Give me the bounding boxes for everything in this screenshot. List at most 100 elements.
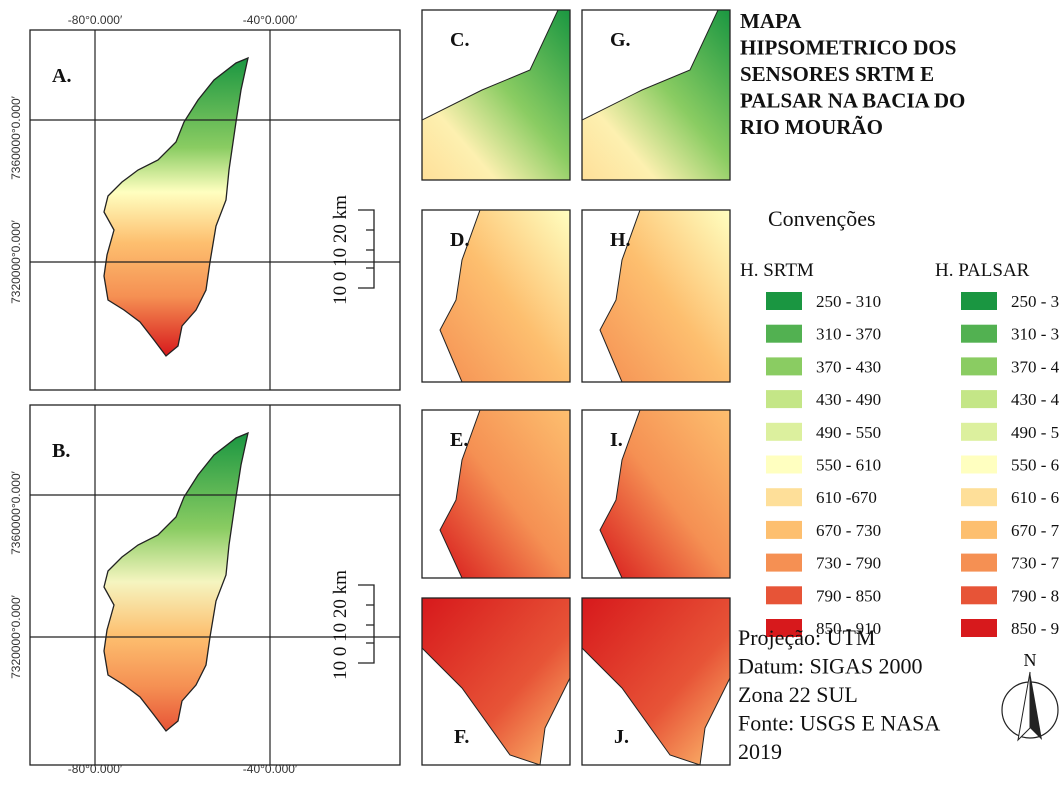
note: Zona 22 SUL	[738, 682, 858, 707]
legend-swatch	[961, 455, 997, 474]
note: Datum: SIGAS 2000	[738, 654, 923, 679]
legend-label: 670 - 730	[816, 521, 881, 540]
frame	[421, 209, 571, 383]
legend-swatch	[961, 357, 997, 376]
scale-bar	[358, 209, 375, 289]
inset-label: C.	[450, 29, 469, 51]
panel-label: B.	[52, 440, 70, 462]
legend-swatch	[961, 586, 997, 605]
grid-y-label: 7320000°0.000′	[9, 219, 23, 304]
inset-label: D.	[450, 229, 469, 251]
legend-swatch	[766, 488, 802, 507]
scale-label: 10 0 10 20 km	[330, 570, 351, 680]
note: 2019	[738, 739, 782, 764]
panel-label: A.	[52, 65, 71, 87]
legend-label: 310 - 370	[816, 325, 881, 344]
scale-label: 10 0 10 20 km	[330, 195, 351, 305]
frame	[581, 409, 731, 579]
legend-label: 370 - 430	[1011, 357, 1059, 376]
note: Fonte: USGS E NASA	[738, 711, 940, 736]
inset-panel: D.	[421, 209, 571, 383]
legend-label: 730 - 790	[816, 554, 881, 573]
legend-label: 610 -670	[816, 488, 877, 507]
legend-swatch	[766, 619, 802, 637]
legend-label: 250 - 310	[1011, 292, 1059, 311]
legend-swatch	[766, 455, 802, 474]
legend-swatch	[766, 390, 802, 409]
inset-label: H.	[610, 229, 631, 251]
legend-heading: Convenções	[768, 206, 876, 231]
frame	[581, 597, 731, 766]
legend-swatch	[766, 357, 802, 376]
inset-panel: F.	[421, 597, 571, 766]
note: Projeção: UTM	[738, 625, 875, 650]
legend-swatch	[766, 292, 802, 310]
legend-swatch	[961, 553, 997, 572]
legend-swatch	[961, 619, 997, 637]
legend-label: 850 - 910	[816, 619, 881, 638]
legend-label: 730 - 790	[1011, 554, 1059, 573]
legend-swatch	[961, 422, 997, 441]
inset-label: J.	[614, 726, 629, 748]
frame	[581, 209, 731, 383]
inset-panel: J.	[581, 597, 731, 766]
legend-swatch	[961, 488, 997, 507]
legend-label: 850 - 910	[1011, 619, 1059, 638]
legend-swatch	[961, 390, 997, 409]
frame	[421, 597, 571, 766]
frame	[421, 409, 571, 579]
frame	[421, 9, 571, 181]
legend-label: 430 - 490	[1011, 390, 1059, 409]
legend-swatch	[961, 520, 997, 539]
grid-x-label: -40°0.000′	[243, 762, 298, 776]
inset-label: F.	[454, 726, 469, 748]
grid-x-label: -80°0.000′	[68, 762, 123, 776]
grid-y-label: 7320000°0.000′	[9, 594, 23, 679]
basin	[103, 57, 249, 357]
legend-column-title: H. SRTM	[740, 260, 814, 281]
north-arrow: N	[1001, 650, 1059, 742]
inset-panel: H.	[581, 209, 731, 383]
inset-label: I.	[610, 429, 623, 451]
frame	[29, 29, 401, 391]
legend-swatch	[961, 324, 997, 343]
inset-panel: I.	[581, 409, 731, 579]
inset-panel: E.	[421, 409, 571, 579]
legend-label: 250 - 310	[816, 292, 881, 311]
legend-label: 790 - 850	[1011, 586, 1059, 605]
map-panel: B. -80°0.000′ -40°0.000′ 7360000°0.000′ 7320…	[9, 404, 401, 776]
legend-swatch	[766, 586, 802, 605]
legend-label: 550 - 610	[816, 456, 881, 475]
inset-label: G.	[610, 29, 631, 51]
title-line: SENSORES SRTM E	[740, 62, 934, 86]
grid-y-label: 7360000°0.000′	[9, 95, 23, 180]
legend-label: 430 - 490	[816, 390, 881, 409]
title-line: HIPSOMETRICO DOS	[740, 36, 956, 60]
frame	[581, 9, 731, 181]
insets: C. G. D. H. E. I. F. J.	[421, 9, 731, 766]
legend-swatch	[766, 324, 802, 343]
legend-label: 490 - 550	[816, 423, 881, 442]
title-line: PALSAR NA BACIA DO	[740, 89, 965, 113]
inset-label: E.	[450, 429, 468, 451]
grid-x-label: -80°0.000′	[68, 13, 123, 27]
legend-label: 370 - 430	[816, 357, 881, 376]
legend-swatch	[961, 292, 997, 310]
legend-label: 490 - 550	[1011, 423, 1059, 442]
legend-swatch	[766, 553, 802, 572]
map-panel: A. -80°0.000′ -40°0.000′ 7360000°0.000′ 7320…	[9, 13, 401, 391]
inset-panel: C.	[421, 9, 571, 181]
grid-y-label: 7360000°0.000′	[9, 470, 23, 555]
frame	[29, 404, 401, 766]
legend-label: 670 - 730	[1011, 521, 1059, 540]
inset-panel: G.	[581, 9, 731, 181]
basin	[103, 432, 249, 732]
legend-label: 550 - 610	[1011, 456, 1059, 475]
legend-column-title: H. PALSAR	[935, 260, 1030, 281]
grid-x-label: -40°0.000′	[243, 13, 298, 27]
legend-swatch	[766, 520, 802, 539]
legend-label: 610 - 670	[1011, 488, 1059, 507]
legend-label: 790 - 850	[816, 586, 881, 605]
